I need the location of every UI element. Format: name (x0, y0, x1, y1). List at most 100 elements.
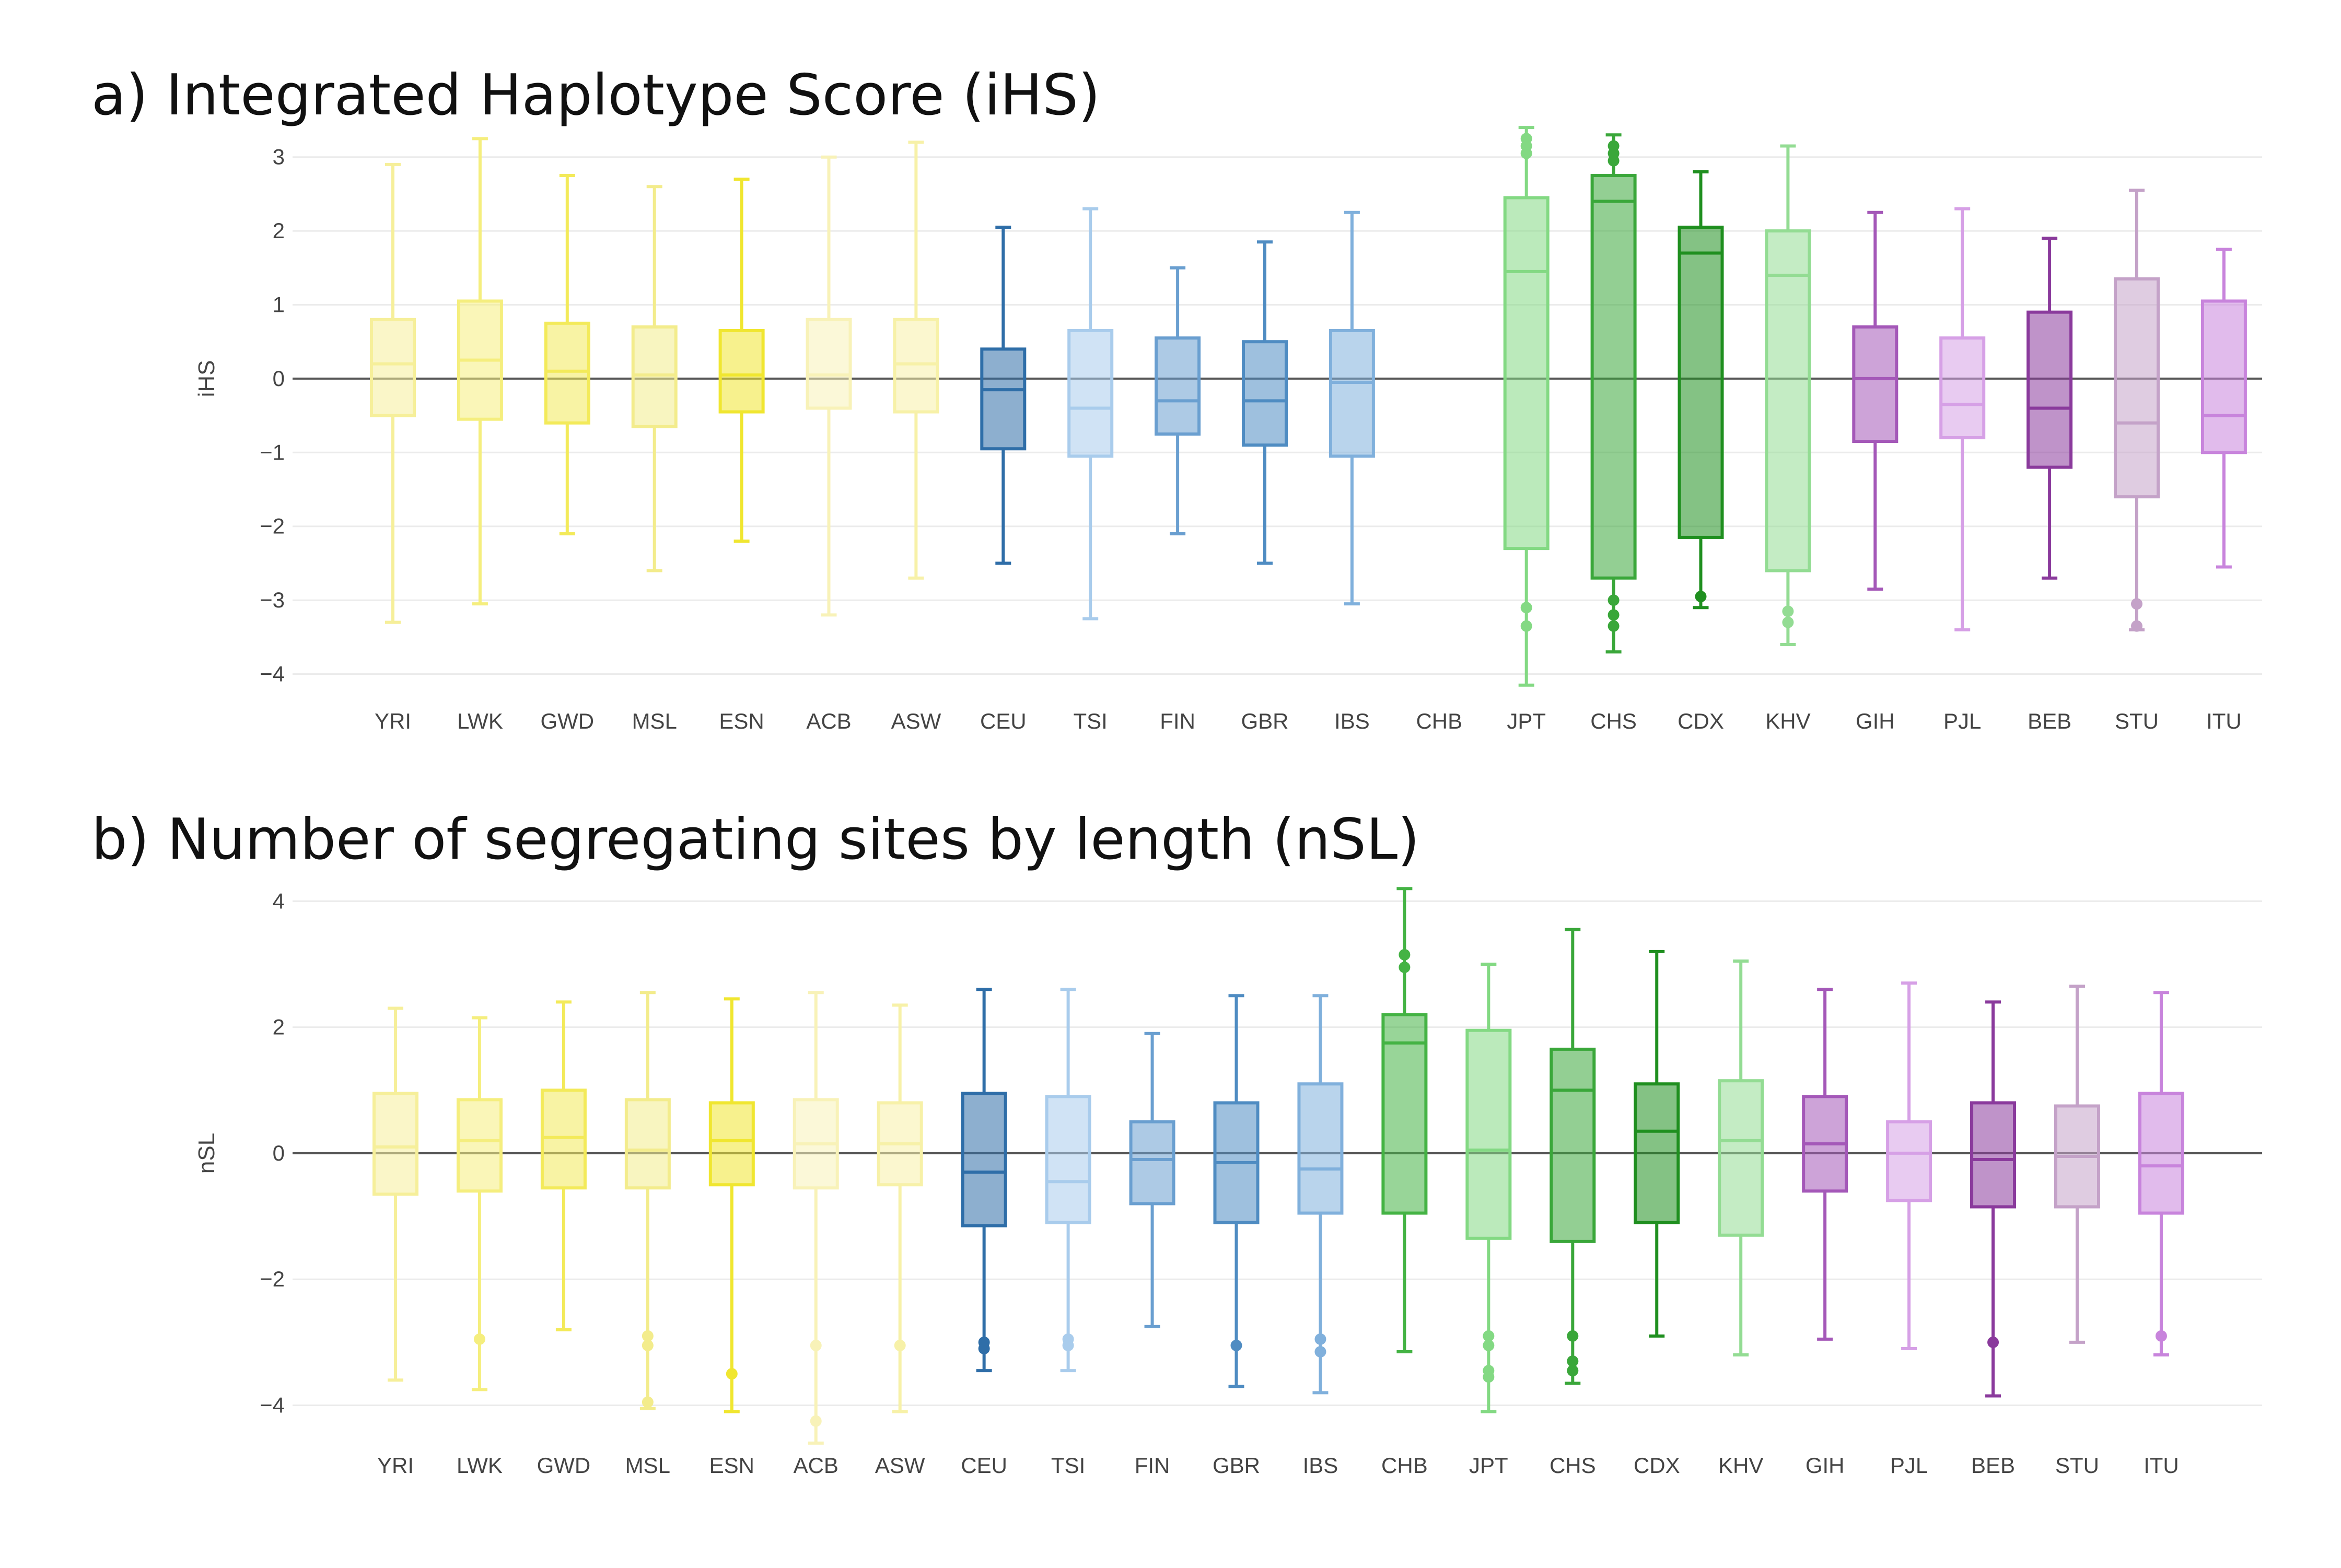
panel-a-box-stu (2114, 189, 2160, 632)
panel-a-box-gwd (544, 174, 590, 535)
panel-b-category-label: MSL (625, 1453, 670, 1478)
outlier-point (642, 1396, 654, 1408)
iqr-box (980, 347, 1027, 451)
panel-b-category-label: GBR (1213, 1453, 1260, 1478)
panel-b-ytick-label: 0 (273, 1141, 285, 1165)
iqr-box (624, 1098, 671, 1190)
iqr-box (1886, 1120, 1932, 1202)
panel-b-category-label: BEB (1971, 1453, 2015, 1478)
panel-a-category-label: CEU (980, 709, 1027, 733)
outlier-point (810, 1415, 822, 1427)
panel-b-category-label: CEU (961, 1453, 1007, 1478)
panel-b-category-label: CHB (1381, 1453, 1428, 1478)
panel-a-category-label: CHS (1590, 709, 1637, 733)
panel-a-title: a) Integrated Haplotype Score (iHS) (91, 63, 1101, 128)
outlier-point (1520, 602, 1532, 614)
iqr-box (718, 329, 765, 414)
outlier-point (1608, 620, 1620, 632)
outlier-point (1314, 1345, 1326, 1358)
iqr-box (1381, 1013, 1428, 1215)
iqr-box (961, 1092, 1007, 1227)
outlier-point (1483, 1371, 1495, 1383)
panel-b-category-label: ASW (875, 1453, 925, 1478)
panel-a-category-label: YRI (375, 709, 411, 733)
iqr-box (893, 318, 939, 414)
outlier-point (978, 1342, 990, 1354)
outlier-point (1567, 1365, 1579, 1377)
outlier-point (1520, 620, 1532, 632)
panel-a-category-label: FIN (1160, 709, 1195, 733)
panel-b-box-msl (624, 991, 671, 1410)
iqr-box (2114, 277, 2160, 499)
iqr-box (1550, 1047, 1596, 1243)
panel-b-box-khv (1718, 959, 1764, 1357)
panel-b-category-label: STU (2055, 1453, 2099, 1478)
panel-b-category-label: CHS (1550, 1453, 1596, 1478)
panel-b-box-tsi (1045, 988, 1091, 1373)
iqr-box (544, 321, 590, 425)
iqr-box (1129, 1120, 1175, 1206)
panel-b-box-gbr (1213, 994, 1260, 1388)
panel-a-box-esn (718, 178, 765, 543)
panel-b-category-label: YRI (377, 1453, 414, 1478)
panel-a-category-label: PJL (1943, 709, 1981, 733)
panel-a-box-tsi (1067, 207, 1114, 621)
iqr-box (370, 318, 416, 417)
iqr-box (1718, 1079, 1764, 1237)
panel-b-ytick-label: −4 (260, 1393, 285, 1418)
iqr-box (1678, 226, 1724, 539)
iqr-box (540, 1089, 587, 1190)
panel-a-category-label: JPT (1507, 709, 1546, 733)
panel-a-box-gbr (1242, 240, 1288, 565)
panel-a-box-asw (893, 141, 939, 580)
outlier-point (1483, 1330, 1495, 1342)
panel-a-box-gih (1852, 210, 1899, 591)
panel-b-box-gih (1802, 988, 1848, 1341)
panel-a-ytick-label: 2 (273, 218, 285, 243)
panel-b-box-beb (1970, 1000, 2017, 1398)
iqr-box (1067, 329, 1114, 458)
iqr-box (1045, 1095, 1091, 1224)
iqr-box (1465, 1028, 1512, 1240)
panel-a-category-label: ASW (891, 709, 941, 733)
iqr-box (708, 1101, 755, 1187)
panel-b-box-ceu (961, 988, 1007, 1373)
outlier-point (1695, 591, 1707, 603)
panel-b-category-label: JPT (1469, 1453, 1508, 1478)
panel-b-ytick-label: 4 (273, 888, 285, 913)
outlier-point (726, 1368, 738, 1380)
panel-a-box-msl (631, 185, 678, 572)
iqr-box (1242, 340, 1288, 447)
panel-b-y-axis-label: nSL (194, 1133, 219, 1174)
outlier-point (1399, 962, 1411, 974)
iqr-box (806, 318, 852, 410)
outlier-point (1567, 1330, 1579, 1342)
iqr-box (372, 1092, 418, 1196)
panel-a-category-label: CDX (1678, 709, 1724, 733)
outlier-point (1782, 616, 1794, 628)
panel-a-category-label: LWK (457, 709, 503, 733)
outlier-point (2131, 598, 2142, 610)
iqr-box (456, 1098, 503, 1193)
outlier-point (1608, 140, 1620, 152)
panel-b-category-label: TSI (1051, 1453, 1085, 1478)
panel-b-category-label: FIN (1135, 1453, 1170, 1478)
panel-a-ytick-label: 3 (273, 145, 285, 169)
panel-a-category-label: MSL (632, 709, 677, 733)
panel-a-category-label: GBR (1241, 709, 1288, 733)
iqr-box (1765, 229, 1811, 572)
panel-a-category-label: GWD (540, 709, 594, 733)
iqr-box (1634, 1082, 1680, 1224)
panel-a-ytick-label: 1 (273, 292, 285, 317)
panel-a-category-label: GIH (1856, 709, 1895, 733)
panel-b-category-label: ESN (709, 1453, 754, 1478)
outlier-point (1608, 609, 1620, 621)
panel-b-box-ibs (1297, 994, 1344, 1395)
iqr-box (2200, 299, 2247, 454)
panel-b-ytick-label: −2 (260, 1267, 285, 1291)
panel-a-category-label: ITU (2206, 709, 2242, 733)
panel-b-box-lwk (456, 1016, 503, 1391)
outlier-point (1567, 1355, 1579, 1367)
panel-b-box-stu (2054, 985, 2100, 1344)
